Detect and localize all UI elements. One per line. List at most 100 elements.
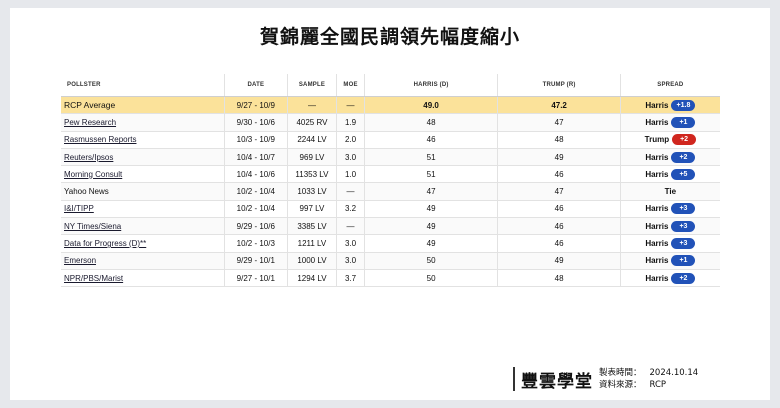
spread-value: Harris +2 (645, 272, 696, 284)
source-label: 資料來源： (599, 380, 642, 390)
pollster-cell: Morning Consult (61, 165, 225, 184)
pollster-link[interactable]: Emerson (64, 256, 97, 266)
spread-value: Harris +3 (645, 203, 696, 215)
table-row: Rasmussen Reports 10/3 - 10/9 2244 LV 2.0 46… (61, 131, 720, 149)
trump-cell: 46 (497, 165, 621, 184)
header-spread: Spread (619, 74, 720, 97)
spread-badge: +5 (671, 168, 696, 180)
trump-cell: 46 (497, 200, 621, 219)
spread-leader: Trump (644, 135, 670, 145)
moe-cell: 3.2 (336, 200, 365, 219)
logo-divider (513, 367, 515, 391)
pollster-cell: Emerson (61, 252, 225, 270)
moe-cell: 1.9 (336, 113, 365, 132)
date-cell: 9/29 - 10/6 (224, 217, 288, 236)
sample-cell: 1033 LV (286, 182, 337, 201)
spread-cell: Harris +1 (619, 113, 720, 132)
table-row: NPR/PBS/Marist 9/27 - 10/1 1294 LV 3.7 50 48 H… (61, 269, 720, 288)
date-cell: 10/2 - 10/4 (224, 200, 288, 219)
poll-table: Pollster Date Sample MoE Harris (D) Trum… (61, 74, 720, 288)
pollster-name: RCP Average (64, 100, 116, 111)
date-cell: 9/27 - 10/1 (224, 269, 288, 288)
pollster-cell: Pew Research (61, 113, 225, 132)
source-row: 資料來源： RCP (599, 379, 698, 391)
table-row: I&I/TIPP 10/2 - 10/4 997 LV 3.2 49 46 Harris +3 (61, 200, 720, 219)
header-sample: Sample (286, 74, 337, 97)
moe-cell: 3.0 (336, 234, 365, 253)
date-cell: 10/4 - 10/7 (224, 148, 288, 167)
moe-cell: 3.7 (336, 269, 365, 288)
header-date: Date (224, 74, 288, 97)
moe-cell: 3.0 (336, 252, 365, 270)
trump-cell: 47.2 (497, 96, 621, 115)
sample-cell: 4025 RV (286, 113, 337, 132)
pollster-link[interactable]: Reuters/Ipsos (64, 152, 114, 162)
trump-cell: 46 (497, 217, 621, 236)
pollster-link[interactable]: Morning Consult (64, 169, 123, 179)
moe-cell: 1.0 (336, 165, 365, 184)
pollster-cell: Yahoo News (61, 182, 225, 201)
spread-value: Harris +1 (645, 255, 696, 267)
footer-meta: 製表時間： 2024.10.14 資料來源： RCP (599, 367, 698, 391)
spread-cell: Harris +5 (619, 165, 720, 184)
brand-logo: 豐雲學堂 (521, 371, 593, 392)
sample-cell: — (286, 96, 337, 115)
spread-leader: Harris (645, 169, 669, 179)
spread-cell: Harris +3 (619, 217, 720, 236)
pollster-cell: Rasmussen Reports (61, 131, 225, 149)
spread-value: Trump +2 (644, 134, 697, 146)
header-pollster: Pollster (61, 74, 225, 97)
poll-table-body: RCP Average 9/27 - 10/9— —49.0 47.2 Harris +1… (61, 96, 720, 288)
pollster-link[interactable]: Data for Progress (D)** (64, 239, 147, 249)
date-cell: 9/29 - 10/1 (224, 252, 288, 270)
pollster-cell: NPR/PBS/Marist (61, 269, 225, 288)
spread-value: Harris +3 (645, 220, 696, 232)
trump-cell: 48 (497, 131, 621, 149)
harris-cell: 51 (363, 148, 498, 167)
spread-badge: +2 (671, 272, 696, 284)
date-cell: 9/27 - 10/9 (224, 96, 288, 115)
pollster-cell: RCP Average (61, 96, 225, 115)
sample-cell: 997 LV (286, 200, 337, 219)
pollster-link[interactable]: Pew Research (64, 117, 117, 127)
spread-leader: Harris (645, 221, 669, 231)
harris-cell: 49.0 (363, 96, 498, 115)
spread-badge: +1 (671, 116, 696, 128)
harris-cell: 48 (363, 113, 498, 132)
spread-leader: Harris (645, 256, 669, 266)
spread-badge: +1 (671, 255, 696, 267)
header-harris: Harris (D) (363, 74, 498, 97)
sample-cell: 3385 LV (286, 217, 337, 236)
pollster-link[interactable]: I&I/TIPP (64, 204, 94, 214)
trump-cell: 46 (497, 234, 621, 253)
pollster-link[interactable]: Rasmussen Reports (64, 135, 137, 145)
spread-badge: +3 (671, 203, 696, 215)
spread-value: Harris +1 (645, 116, 696, 128)
spread-leader: Harris (645, 152, 669, 162)
spread-value: Tie (665, 187, 676, 196)
spread-value: Harris +5 (645, 168, 696, 180)
sample-cell: 2244 LV (286, 131, 337, 149)
date-cell: 10/3 - 10/9 (224, 131, 288, 149)
table-row: Data for Progress (D)** 10/2 - 10/3 1211 L… (61, 234, 720, 253)
harris-cell: 50 (363, 269, 498, 288)
pollster-link[interactable]: NY Times/Siena (64, 221, 122, 231)
spread-leader: Harris (645, 273, 669, 283)
harris-cell: 47 (363, 182, 498, 201)
date-cell: 10/2 - 10/4 (224, 182, 288, 201)
sample-cell: 11353 LV (286, 165, 337, 184)
sample-cell: 1294 LV (286, 269, 337, 288)
spread-cell: Harris +1.8 (619, 96, 720, 115)
spread-badge: +2 (672, 134, 697, 146)
pollster-link[interactable]: NPR/PBS/Marist (64, 273, 124, 283)
sample-cell: 1211 LV (286, 234, 337, 253)
made-time-value: 2024.10.14 (649, 368, 699, 378)
date-cell: 10/2 - 10/3 (224, 234, 288, 253)
spread-cell: Harris +2 (619, 269, 720, 288)
table-row: Reuters/Ipsos 10/4 - 10/7 969 LV 3.0 51 49 Har… (61, 148, 720, 167)
date-cell: 10/4 - 10/6 (224, 165, 288, 184)
header-moe: MoE (336, 74, 365, 97)
spread-cell: Trump +2 (619, 131, 720, 149)
harris-cell: 50 (363, 252, 498, 270)
spread-badge: +3 (671, 220, 696, 232)
